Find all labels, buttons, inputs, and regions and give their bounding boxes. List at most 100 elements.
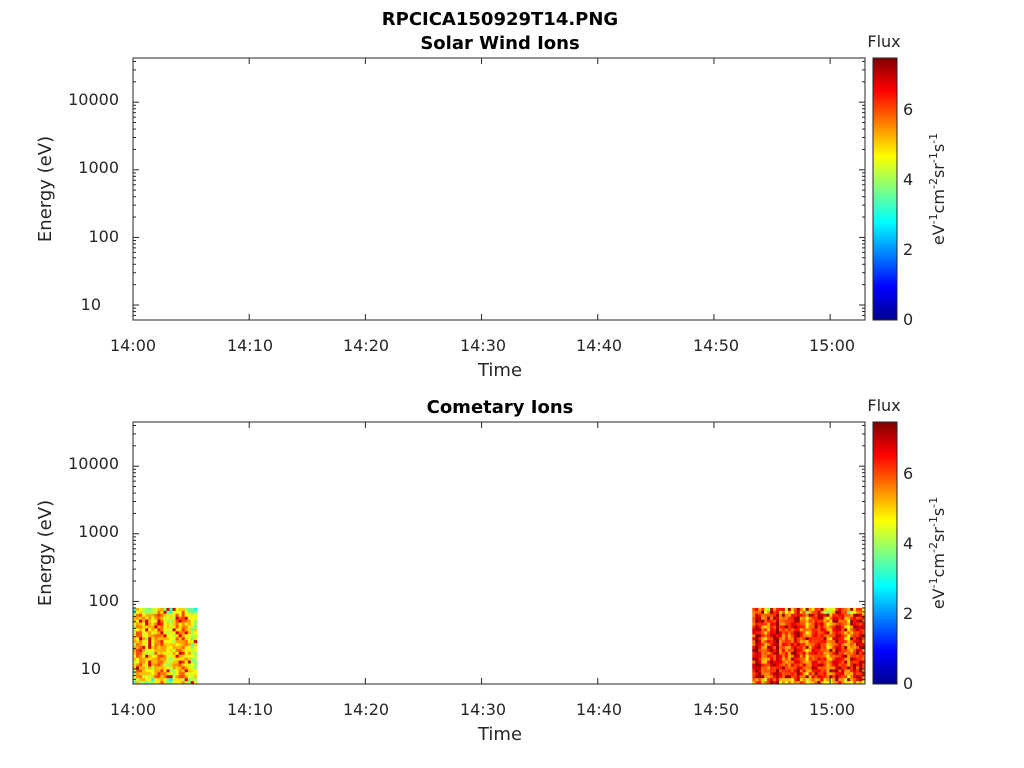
heatmap-cell xyxy=(151,675,155,679)
heatmap-cell xyxy=(814,628,818,632)
heatmap-cell xyxy=(862,648,866,653)
heatmap-cell xyxy=(758,651,762,656)
heatmap-cell xyxy=(853,637,857,641)
heatmap-cell xyxy=(832,660,836,664)
heatmap-cell xyxy=(190,634,195,638)
heatmap-cell xyxy=(832,616,836,621)
heatmap-cell xyxy=(758,645,762,650)
heatmap-cell xyxy=(776,616,780,621)
heatmap-cell xyxy=(802,634,807,638)
heatmap-cell xyxy=(755,607,759,612)
heatmap-cell xyxy=(808,610,813,615)
heatmap-cell xyxy=(784,607,789,612)
heatmap-cell xyxy=(154,663,158,667)
heatmap-cell xyxy=(793,613,798,618)
heatmap-cell xyxy=(190,622,195,626)
heatmap-cell xyxy=(805,619,810,623)
heatmap-cell xyxy=(817,675,821,679)
heatmap-cell xyxy=(764,663,768,667)
heatmap-cell xyxy=(139,616,143,621)
heatmap-cell xyxy=(838,640,842,644)
heatmap-cell xyxy=(776,666,780,670)
heatmap-cell xyxy=(832,654,836,659)
heatmap-cell xyxy=(811,648,815,653)
heatmap-cell xyxy=(838,613,842,618)
heatmap-cell xyxy=(761,643,765,647)
heatmap-cell xyxy=(826,622,830,626)
heatmap-cell xyxy=(799,631,804,635)
heatmap-cell xyxy=(157,607,161,612)
heatmap-cell xyxy=(820,634,824,638)
heatmap-cell xyxy=(163,643,167,647)
heatmap-cell xyxy=(752,619,756,623)
heatmap-cell xyxy=(850,657,854,661)
heatmap-cell xyxy=(133,637,137,641)
heatmap-cell xyxy=(166,663,170,667)
heatmap-cell xyxy=(826,610,830,615)
heatmap-cell xyxy=(139,657,143,661)
heatmap-cell xyxy=(175,651,180,656)
heatmap-cell xyxy=(808,631,813,635)
heatmap-cell xyxy=(778,634,783,638)
heatmap-cell xyxy=(166,666,170,670)
heatmap-cell xyxy=(764,678,768,682)
heatmap-cell xyxy=(193,681,198,685)
heatmap-cell xyxy=(178,672,183,676)
heatmap-cell xyxy=(142,663,146,667)
heatmap-cell xyxy=(169,681,173,685)
heatmap-cell xyxy=(850,654,854,659)
heatmap-cell xyxy=(752,628,756,632)
heatmap-cell xyxy=(172,657,176,661)
heatmap-cell xyxy=(145,619,149,623)
heatmap-cell xyxy=(784,678,789,682)
heatmap-cell xyxy=(844,654,848,659)
heatmap-cell xyxy=(793,654,798,659)
heatmap-cell xyxy=(850,607,854,612)
heatmap-cell xyxy=(755,675,759,679)
heatmap-cell xyxy=(841,669,845,673)
heatmap-cell xyxy=(767,634,771,638)
heatmap-cell xyxy=(190,657,195,661)
heatmap-cell xyxy=(799,672,804,676)
heatmap-cell xyxy=(767,654,771,659)
heatmap-cell xyxy=(811,628,815,632)
heatmap-cell xyxy=(761,610,765,615)
heatmap-cell xyxy=(829,628,833,632)
heatmap-cell xyxy=(190,663,195,667)
heatmap-cell xyxy=(166,610,170,615)
heatmap-cell xyxy=(193,640,198,644)
heatmap-cell xyxy=(832,681,836,685)
heatmap-cell xyxy=(793,625,798,629)
heatmap-cell xyxy=(832,622,836,626)
heatmap-cell xyxy=(823,622,827,626)
heatmap-cell xyxy=(157,625,161,629)
heatmap-cell xyxy=(166,634,170,638)
colorbar-tick-label: 0 xyxy=(903,674,913,693)
heatmap-cell xyxy=(184,628,189,632)
heatmap-cell xyxy=(808,672,813,676)
heatmap-cell xyxy=(142,666,146,670)
heatmap-cell xyxy=(761,622,765,626)
heatmap-cell xyxy=(172,672,176,676)
heatmap-cell xyxy=(142,637,146,641)
heatmap-cell xyxy=(157,675,161,679)
heatmap-cell xyxy=(850,613,854,618)
heatmap-cell xyxy=(136,625,140,629)
heatmap-cell xyxy=(193,660,198,664)
heatmap-cell xyxy=(151,637,155,641)
heatmap-cell xyxy=(787,613,792,618)
heatmap-cell xyxy=(133,669,137,673)
heatmap-cell xyxy=(776,637,780,641)
heatmap-cell xyxy=(796,645,801,650)
heatmap-cell xyxy=(148,625,152,629)
heatmap-cell xyxy=(814,619,818,623)
heatmap-cell xyxy=(808,681,813,685)
heatmap-cell xyxy=(784,637,789,641)
heatmap-cell xyxy=(784,619,789,623)
heatmap-cell xyxy=(814,648,818,653)
heatmap-cell xyxy=(805,643,810,647)
heatmap-cell xyxy=(856,663,860,667)
heatmap-cell xyxy=(163,622,167,626)
heatmap-cell xyxy=(770,613,774,618)
heatmap-cell xyxy=(136,622,140,626)
